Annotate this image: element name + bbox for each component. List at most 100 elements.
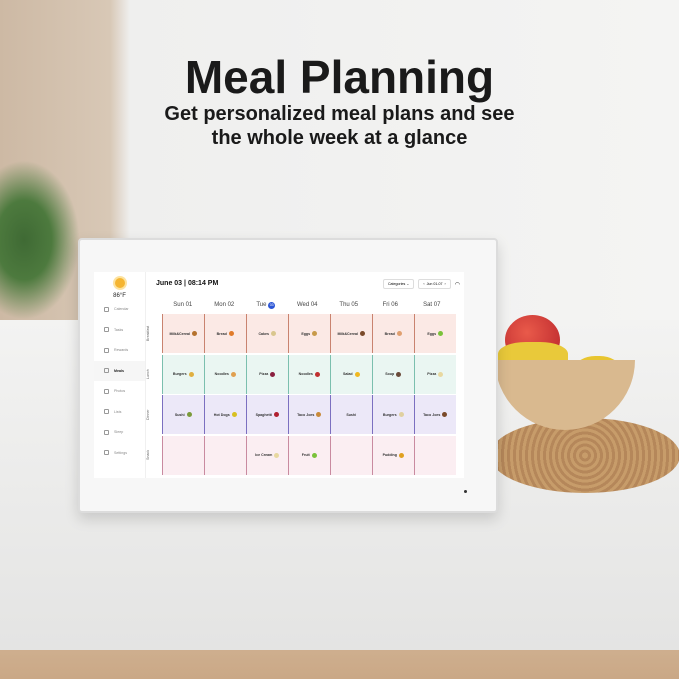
meal-cell[interactable]: Noodles	[204, 354, 246, 394]
categories-dropdown[interactable]: Categories ⌄	[382, 279, 415, 289]
meal-cell[interactable]: Sushi	[330, 395, 372, 434]
meal-name: Burgers	[382, 412, 397, 417]
sidebar-item-tasks[interactable]: Tasks	[94, 320, 145, 341]
sidebar-item-label: Lists	[114, 409, 122, 414]
sidebar-item-label: Rewards	[114, 348, 129, 353]
meal-name: Pizza	[427, 372, 437, 376]
day-header[interactable]: Thu 05	[328, 302, 370, 314]
categories-label: Categories	[387, 282, 406, 286]
date: June 03	[156, 280, 183, 287]
header-controls: Categories ⌄ ‹ Jun 01-07 › ◠	[382, 279, 460, 289]
day-label: Mon 02	[214, 302, 235, 308]
meal-cell[interactable]: Ice Cream	[246, 435, 288, 475]
food-icon	[396, 371, 402, 377]
meal-cell[interactable]: Bread	[204, 314, 246, 353]
meal-cell[interactable]: Cakes	[246, 314, 288, 353]
meal-cell[interactable]: Hot Dogs	[204, 395, 246, 434]
meal-cell[interactable]: Sushi	[162, 395, 204, 434]
meal-name: Burgers	[172, 372, 187, 376]
day-label: Sun 01	[173, 302, 193, 308]
meal-name: Cakes	[258, 331, 270, 336]
meal-cell[interactable]: Taco Joes	[414, 395, 456, 434]
meal-cell[interactable]: Soup	[372, 354, 414, 394]
day-header[interactable]: Mon 02	[204, 302, 246, 314]
sidebar-item-meals[interactable]: Meals	[94, 360, 145, 381]
meal-cell[interactable]: Pudding	[372, 435, 414, 475]
food-icon	[312, 331, 318, 336]
meal-cell[interactable]: Burgers	[162, 354, 204, 394]
meal-cell[interactable]: Eggs	[288, 314, 330, 353]
day-label: Thu 05	[339, 302, 359, 308]
food-icon	[270, 371, 276, 377]
food-icon	[188, 371, 194, 377]
camera	[464, 490, 467, 493]
meal-name: Milk&Cereal	[169, 331, 191, 336]
meal-cell[interactable]: Noodles	[288, 354, 330, 394]
tablet-device: 86°F Calendar Tasks Rewards Meals Photos List…	[78, 238, 498, 513]
meal-cell[interactable]: Bread	[372, 314, 414, 353]
meal-name: Eggs	[301, 331, 311, 336]
food-icon	[231, 412, 237, 417]
meal-name: Bread	[384, 331, 395, 336]
food-icon	[396, 331, 402, 336]
meal-name: Ice Cream	[255, 453, 273, 457]
food-icon	[314, 371, 320, 377]
meal-cell[interactable]	[330, 435, 372, 475]
day-label: Wed 04	[296, 302, 318, 308]
meal-cell[interactable]: Salad	[330, 354, 372, 394]
meal-name: Pudding	[382, 453, 397, 457]
headline-subtitle: Get personalized meal plans and see the w…	[0, 102, 679, 150]
meal-cell[interactable]: Burgers	[372, 395, 414, 434]
day-header[interactable]: Sat 07	[411, 302, 453, 314]
day-header[interactable]: Sun 01	[162, 302, 204, 314]
food-icon	[228, 331, 234, 336]
food-icon	[398, 452, 404, 458]
meal-name: Noodles	[214, 372, 229, 376]
meal-cell[interactable]: Taco Joes	[288, 395, 330, 434]
meal-cell[interactable]: Eggs	[414, 314, 456, 353]
sidebar-item-calendar[interactable]: Calendar	[94, 299, 145, 320]
meal-cell[interactable]	[414, 435, 456, 475]
day-header[interactable]: Wed 04	[287, 302, 329, 314]
meal-name: Soup	[385, 372, 395, 376]
woven-mat	[490, 418, 679, 493]
day-header-row: Sun 01 Mon 02 Tue 03 Wed 04 Thu 05 Fri 06 Sat …	[146, 302, 464, 314]
meal-cell[interactable]: Pizza	[414, 354, 456, 394]
sidebar-item-rewards[interactable]: Rewards	[94, 340, 145, 361]
food-icon	[192, 331, 198, 336]
meal-cell[interactable]	[162, 435, 204, 475]
next-week-button[interactable]: ›	[444, 282, 446, 286]
meal-cell[interactable]: Pizza	[246, 354, 288, 394]
meal-name: Taco Joes	[297, 412, 315, 417]
lists-icon	[104, 409, 109, 415]
subtitle-line-1: Get personalized meal plans and see	[164, 103, 515, 125]
calendar-icon	[104, 306, 109, 312]
sidebar: 86°F Calendar Tasks Rewards Meals Photos List…	[94, 272, 146, 478]
meal-row-breakfast: Breakfast Milk&Cereal Bread Cakes Eggs Milk&C…	[146, 314, 464, 353]
weather-widget: 86°F	[94, 272, 145, 299]
sidebar-item-settings[interactable]: Settings	[94, 443, 145, 464]
meal-name: Sushi	[346, 412, 357, 417]
meal-cell[interactable]	[204, 435, 246, 475]
tasks-icon	[104, 327, 109, 333]
meal-row-lunch: Lunch Burgers Noodles Pizza Noodles Salad Soup…	[146, 354, 464, 394]
row-label: Lunch	[146, 369, 150, 379]
meal-cell[interactable]: Spaghetti	[246, 395, 288, 434]
day-header[interactable]: Tue 03	[245, 302, 287, 314]
meal-name: Milk&Cereal	[337, 331, 359, 336]
food-icon	[316, 412, 322, 417]
sidebar-item-lists[interactable]: Lists	[94, 402, 145, 423]
sidebar-item-sleep[interactable]: Sleep	[94, 422, 145, 443]
food-icon	[311, 452, 317, 458]
day-label: Fri 06	[382, 302, 398, 308]
meal-cell[interactable]: Milk&Cereal	[330, 314, 372, 353]
week-range-label: Jun 01-07	[426, 282, 443, 286]
meal-name: Sushi	[174, 412, 185, 417]
meal-cell[interactable]: Fruit	[288, 435, 330, 475]
prev-week-button[interactable]: ‹	[423, 282, 425, 286]
day-header[interactable]: Fri 06	[370, 302, 412, 314]
sidebar-item-photos[interactable]: Photos	[94, 381, 145, 402]
meal-name: Salad	[342, 372, 353, 376]
meal-cell[interactable]: Milk&Cereal	[162, 314, 204, 353]
screen: 86°F Calendar Tasks Rewards Meals Photos List…	[94, 272, 464, 478]
